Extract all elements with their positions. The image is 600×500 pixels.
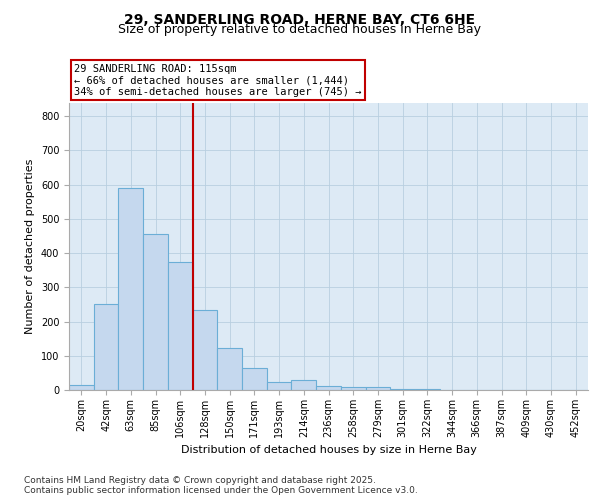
Y-axis label: Number of detached properties: Number of detached properties [25,158,35,334]
Bar [168,262,193,390]
Bar [341,386,365,390]
Bar [118,188,143,390]
Bar [69,385,94,390]
Text: 29, SANDERLING ROAD, HERNE BAY, CT6 6HE: 29, SANDERLING ROAD, HERNE BAY, CT6 6HE [124,12,476,26]
Bar [193,310,217,390]
Bar [242,368,267,390]
Bar [365,388,390,390]
Text: Size of property relative to detached houses in Herne Bay: Size of property relative to detached ho… [119,22,482,36]
Bar [292,380,316,390]
Bar [143,234,168,390]
Text: Contains HM Land Registry data © Crown copyright and database right 2025.
Contai: Contains HM Land Registry data © Crown c… [24,476,418,495]
Bar [94,304,118,390]
Bar [316,386,341,390]
X-axis label: Distribution of detached houses by size in Herne Bay: Distribution of detached houses by size … [181,446,476,456]
Bar [267,382,292,390]
Text: 29 SANDERLING ROAD: 115sqm
← 66% of detached houses are smaller (1,444)
34% of s: 29 SANDERLING ROAD: 115sqm ← 66% of deta… [74,64,362,97]
Bar [217,348,242,390]
